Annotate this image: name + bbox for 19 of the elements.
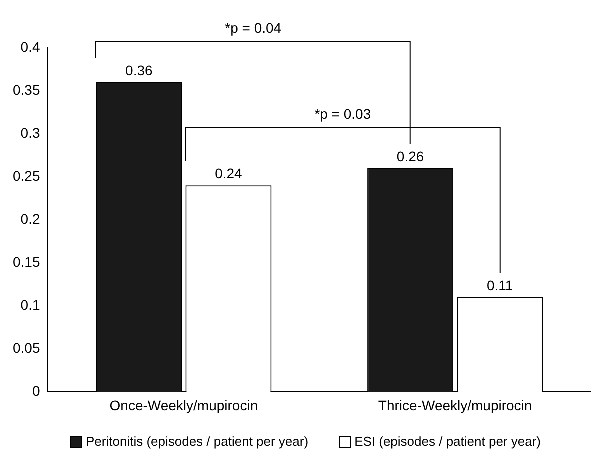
y-tick-label: 0.15 <box>13 254 40 270</box>
x-tick-label: Once-Weekly/mupirocin <box>110 397 258 414</box>
legend-label: ESI (episodes / patient per year) <box>354 434 541 449</box>
y-tick-label: 0.4 <box>20 38 40 55</box>
y-tick-label: 0.35 <box>13 82 40 98</box>
text: *p = 0.04 <box>225 20 282 36</box>
data-label: 0.24 <box>215 166 243 182</box>
data-label: 0.11 <box>486 277 514 294</box>
y-tick-label: 0.25 <box>13 168 40 184</box>
legend-label: Peritonitis (episodes / patient per year) <box>86 434 309 449</box>
data-label: 0.26 <box>396 148 424 164</box>
y-tick-label: 0.05 <box>13 340 40 356</box>
annotation: *p = 0.03 <box>314 106 372 122</box>
y-tick-label: 0.2 <box>20 210 40 227</box>
y-tick-label: 0.1 <box>20 297 40 314</box>
y-tick-label: 0.3 <box>20 124 40 141</box>
y-tick-label: 0 <box>32 383 40 400</box>
data-label: 0.36 <box>126 62 153 78</box>
x-tick-label: Thrice-Weekly/mupirocin <box>378 397 532 414</box>
